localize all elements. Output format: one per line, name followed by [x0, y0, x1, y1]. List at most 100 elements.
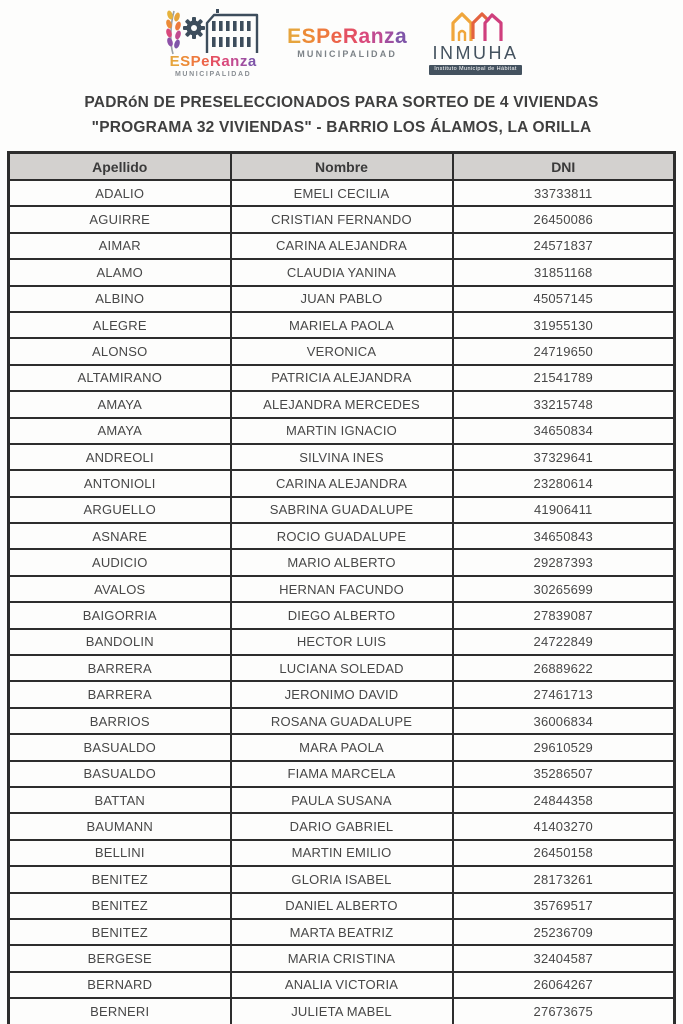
table-row: BASUALDO MARA PAOLA 29610529: [7, 733, 676, 762]
table-header-row: Apellido Nombre DNI: [7, 151, 676, 181]
apellido-cell: ALBINO: [7, 284, 232, 313]
column-header-dni: DNI: [451, 151, 676, 181]
column-header-nombre: Nombre: [229, 151, 454, 181]
nombre-cell: MARTA BEATRIZ: [229, 917, 454, 947]
padron-table: Apellido Nombre DNI ADALIO EMELI CECILIA 3…: [7, 151, 676, 1024]
apellido-cell: ALEGRE: [7, 310, 232, 340]
dni-cell: 31851168: [451, 258, 676, 287]
dni-cell: 24722849: [451, 627, 676, 657]
apellido-cell: BENITEZ: [7, 917, 232, 947]
dni-cell: 26450158: [451, 838, 676, 868]
dni-cell: 27673675: [451, 997, 676, 1024]
apellido-cell: BENITEZ: [7, 865, 232, 894]
table-row: BAIGORRIA DIEGO ALBERTO 27839087: [7, 601, 676, 630]
table-row: AVALOS HERNAN FACUNDO 30265699: [7, 574, 676, 604]
table-row: BERGESE MARIA CRISTINA 32404587: [7, 944, 676, 973]
gear-icon: [183, 17, 206, 39]
table-row: BARRIOS ROSANA GUADALUPE 36006834: [7, 706, 676, 736]
apellido-cell: BANDOLIN: [7, 627, 232, 657]
esperanza-wordmark-logo: ESPeRanza MUNICIPALIDAD: [287, 26, 407, 59]
nombre-cell: MARIA CRISTINA: [229, 944, 454, 973]
nombre-cell: ALEJANDRA MERCEDES: [229, 390, 454, 419]
dni-cell: 27839087: [451, 601, 676, 630]
nombre-cell: MARTIN EMILIO: [229, 838, 454, 868]
inmuha-subtitle-badge: Instituto Municipal de Hábitat: [429, 65, 522, 75]
emblem-esperanza-text: ESPeRanza: [169, 53, 257, 70]
table-row: ARGUELLO SABRINA GUADALUPE 41906411: [7, 495, 676, 525]
apellido-cell: AMAYA: [7, 390, 232, 419]
nombre-cell: PAULA SUSANA: [229, 785, 454, 815]
table-row: ALBINO JUAN PABLO 45057145: [7, 284, 676, 313]
nombre-cell: SILVINA INES: [229, 442, 454, 472]
apellido-cell: BASUALDO: [7, 759, 232, 788]
dni-cell: 24571837: [451, 231, 676, 261]
apellido-cell: BARRIOS: [7, 706, 232, 736]
apellido-cell: BENITEZ: [7, 891, 232, 920]
header-logos: ESPeRanza MUNICIPALIDAD ESPeRanza MUNICI…: [0, 0, 683, 78]
dni-cell: 26064267: [451, 970, 676, 1000]
table-row: BARRERA LUCIANA SOLEDAD 26889622: [7, 654, 676, 683]
nombre-cell: CARINA ALEJANDRA: [229, 469, 454, 498]
nombre-cell: VERONICA: [229, 337, 454, 366]
apellido-cell: BAIGORRIA: [7, 601, 232, 630]
table-row: BELLINI MARTIN EMILIO 26450158: [7, 838, 676, 868]
table-row: BERNERI JULIETA MABEL 27673675: [7, 997, 676, 1024]
table-row: ASNARE ROCIO GUADALUPE 34650843: [7, 522, 676, 551]
table-row: AIMAR CARINA ALEJANDRA 24571837: [7, 231, 676, 261]
nombre-cell: LUCIANA SOLEDAD: [229, 654, 454, 683]
nombre-cell: ANALIA VICTORIA: [229, 970, 454, 1000]
page-title: PADRóN DE PRESELECCIONADOS PARA SORTEO D…: [6, 90, 677, 140]
dni-cell: 27461713: [451, 680, 676, 709]
title-line-1: PADRóN DE PRESELECCIONADOS PARA SORTEO D…: [84, 94, 599, 111]
dni-cell: 41403270: [451, 812, 676, 841]
dni-cell: 36006834: [451, 706, 676, 736]
apellido-cell: BARRERA: [7, 654, 232, 683]
apellido-cell: BELLINI: [7, 838, 232, 868]
esperanza-emblem-logo: ESPeRanza MUNICIPALIDAD: [161, 6, 265, 78]
apellido-cell: BERNERI: [7, 997, 232, 1024]
nombre-cell: SABRINA GUADALUPE: [229, 495, 454, 525]
building-icon: [205, 9, 259, 53]
dni-cell: 29287393: [451, 548, 676, 577]
dni-cell: 23280614: [451, 469, 676, 498]
nombre-cell: CRISTIAN FERNANDO: [229, 205, 454, 234]
apellido-cell: AIMAR: [7, 231, 232, 261]
table-row: BAUMANN DARIO GABRIEL 41403270: [7, 812, 676, 841]
dni-cell: 21541789: [451, 363, 676, 393]
nombre-cell: MARA PAOLA: [229, 733, 454, 762]
title-line-2: "PROGRAMA 32 VIVIENDAS" - BARRIO LOS ÁLA…: [91, 119, 592, 136]
nombre-cell: GLORIA ISABEL: [229, 865, 454, 894]
table-row: ANDREOLI SILVINA INES 37329641: [7, 442, 676, 472]
table-row: BERNARD ANALIA VICTORIA 26064267: [7, 970, 676, 1000]
table-row: ALTAMIRANO PATRICIA ALEJANDRA 21541789: [7, 363, 676, 393]
nombre-cell: CLAUDIA YANINA: [229, 258, 454, 287]
wordmark-esperanza-text: ESPeRanza: [287, 24, 408, 48]
apellido-cell: BARRERA: [7, 680, 232, 709]
table-row: BENITEZ GLORIA ISABEL 28173261: [7, 865, 676, 894]
table-header: Apellido Nombre DNI: [7, 151, 676, 181]
nombre-cell: MARTIN IGNACIO: [229, 416, 454, 445]
table-row: ANTONIOLI CARINA ALEJANDRA 23280614: [7, 469, 676, 498]
column-header-apellido: Apellido: [7, 151, 232, 181]
esperanza-emblem-icon: [166, 9, 259, 55]
apellido-cell: AVALOS: [7, 574, 232, 604]
dni-cell: 35286507: [451, 759, 676, 788]
table-row: BARRERA JERONIMO DAVID 27461713: [7, 680, 676, 709]
dni-cell: 33733811: [451, 178, 676, 208]
table-body: ADALIO EMELI CECILIA 33733811 AGUIRRE CRISTI…: [7, 178, 676, 1024]
nombre-cell: HERNAN FACUNDO: [229, 574, 454, 604]
wordmark-municipalidad-text: MUNICIPALIDAD: [297, 48, 398, 59]
nombre-cell: ROSANA GUADALUPE: [229, 706, 454, 736]
table-row: AMAYA MARTIN IGNACIO 34650834: [7, 416, 676, 445]
dni-cell: 30265699: [451, 574, 676, 604]
nombre-cell: PATRICIA ALEJANDRA: [229, 363, 454, 393]
table-row: ALAMO CLAUDIA YANINA 31851168: [7, 258, 676, 287]
apellido-cell: ARGUELLO: [7, 495, 232, 525]
dni-cell: 24844358: [451, 785, 676, 815]
inmuha-name-text: INMUHA: [432, 43, 519, 64]
apellido-cell: ALONSO: [7, 337, 232, 366]
table-row: AMAYA ALEJANDRA MERCEDES 33215748: [7, 390, 676, 419]
apellido-cell: AGUIRRE: [7, 205, 232, 234]
apellido-cell: ANDREOLI: [7, 442, 232, 472]
dni-cell: 45057145: [451, 284, 676, 313]
